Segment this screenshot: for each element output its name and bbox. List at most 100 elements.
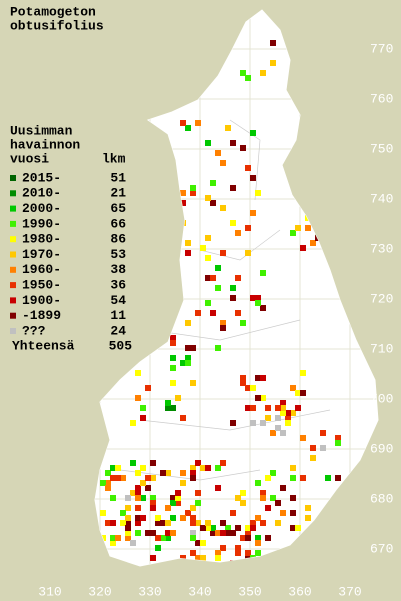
observation-square xyxy=(205,140,211,146)
observation-square xyxy=(165,405,171,411)
observation-square xyxy=(290,230,296,236)
observation-square xyxy=(165,520,171,526)
observation-square xyxy=(260,420,266,426)
observation-square xyxy=(265,505,271,511)
observation-square xyxy=(100,480,106,486)
observation-square xyxy=(275,415,281,421)
observation-square xyxy=(170,365,176,371)
observation-square xyxy=(240,380,246,386)
observation-square xyxy=(265,405,271,411)
observation-square xyxy=(190,470,196,476)
observation-square xyxy=(190,185,196,191)
observation-square xyxy=(245,550,251,556)
observation-square xyxy=(240,490,246,496)
observation-square xyxy=(195,540,201,546)
observation-square xyxy=(220,205,226,211)
observation-square xyxy=(170,335,176,341)
observation-square xyxy=(230,285,236,291)
observation-square xyxy=(170,245,176,251)
observation-square xyxy=(230,140,236,146)
observation-square xyxy=(195,555,201,561)
observation-square xyxy=(175,500,181,506)
observation-square xyxy=(205,520,211,526)
legend-swatch xyxy=(10,236,16,243)
observation-square xyxy=(300,390,306,396)
legend-swatch xyxy=(10,266,16,273)
observation-square xyxy=(335,475,341,481)
observation-square xyxy=(290,410,296,416)
observation-square xyxy=(165,530,171,536)
observation-square xyxy=(155,545,161,551)
observation-square xyxy=(280,400,286,406)
legend-label: 2000- xyxy=(22,201,61,216)
observation-square xyxy=(220,520,226,526)
observation-square xyxy=(175,275,181,281)
observation-square xyxy=(110,535,116,541)
observation-square xyxy=(235,525,241,531)
observation-square xyxy=(125,505,131,511)
observation-square xyxy=(295,525,301,531)
legend-header: Uusimman xyxy=(10,123,73,138)
observation-square xyxy=(155,520,161,526)
observation-square xyxy=(160,470,166,476)
x-label: 340 xyxy=(188,584,211,599)
observation-square xyxy=(335,435,341,441)
observation-square xyxy=(260,270,266,276)
observation-square xyxy=(245,525,251,531)
observation-square xyxy=(150,555,156,561)
observation-square xyxy=(215,465,221,471)
observation-square xyxy=(135,505,141,511)
observation-square xyxy=(225,525,231,531)
observation-square xyxy=(125,535,131,541)
legend-header: vuosi xyxy=(10,151,49,166)
observation-square xyxy=(245,165,251,171)
observation-square xyxy=(185,510,191,516)
legend-swatch xyxy=(10,175,16,181)
observation-square xyxy=(255,300,261,306)
observation-square xyxy=(230,530,236,536)
observation-square xyxy=(185,345,191,351)
observation-square xyxy=(270,470,276,476)
observation-square xyxy=(190,550,196,556)
observation-square xyxy=(125,495,131,501)
observation-square xyxy=(185,355,191,361)
observation-square xyxy=(220,320,226,326)
observation-square xyxy=(145,475,151,481)
observation-square xyxy=(190,520,196,526)
legend-count: 65 xyxy=(110,201,126,216)
x-label: 330 xyxy=(138,584,161,599)
observation-square xyxy=(135,485,141,491)
observation-square xyxy=(110,465,116,471)
observation-square xyxy=(285,420,291,426)
observation-square xyxy=(170,355,176,361)
observation-square xyxy=(280,405,286,411)
observation-square xyxy=(250,295,256,301)
observation-square xyxy=(150,505,156,511)
observation-square xyxy=(215,485,221,491)
observation-square xyxy=(255,375,261,381)
observation-square xyxy=(160,520,166,526)
observation-square xyxy=(180,515,186,521)
observation-square xyxy=(235,550,241,556)
observation-square xyxy=(150,500,156,506)
observation-square xyxy=(150,460,156,466)
observation-square xyxy=(185,320,191,326)
observation-square xyxy=(130,490,136,496)
legend-label: 1900- xyxy=(22,293,61,308)
observation-square xyxy=(205,465,211,471)
x-label: 310 xyxy=(38,584,61,599)
legend-swatch xyxy=(10,205,16,212)
observation-square xyxy=(170,500,176,506)
legend-count: 54 xyxy=(110,293,126,308)
observation-square xyxy=(290,525,296,531)
observation-square xyxy=(245,75,251,81)
legend-count-header: lkm xyxy=(102,151,126,166)
observation-square xyxy=(185,240,191,246)
observation-square xyxy=(170,405,176,411)
observation-square xyxy=(210,200,216,206)
observation-square xyxy=(125,530,131,536)
observation-square xyxy=(130,540,136,546)
observation-square xyxy=(210,530,216,536)
observation-square xyxy=(310,240,316,246)
observation-square xyxy=(135,530,141,536)
